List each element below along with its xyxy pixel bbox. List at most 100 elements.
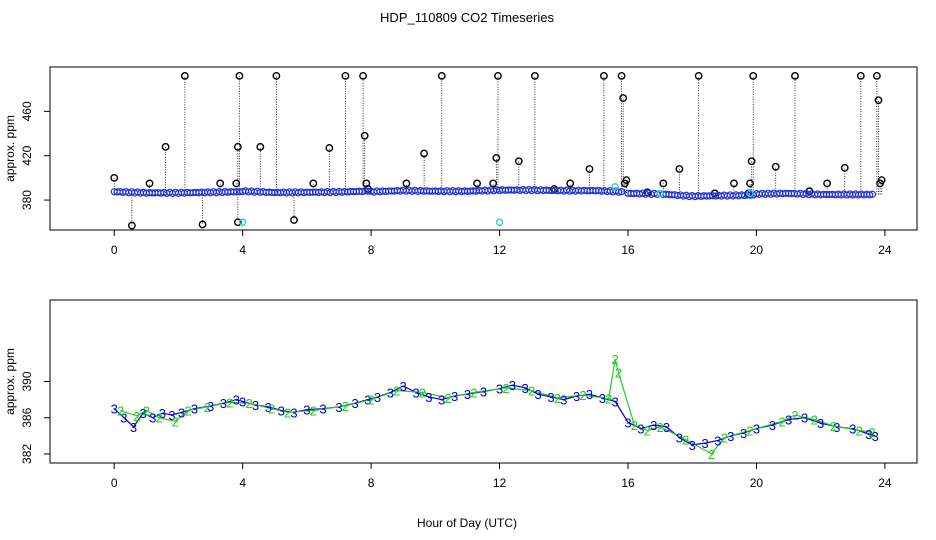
series-glyph-3: 3: [400, 379, 407, 394]
series-glyph-2: 2: [419, 385, 426, 400]
spike-point: [746, 179, 754, 188]
series-glyph-2: 2: [791, 408, 798, 423]
series-glyph-3: 3: [849, 422, 856, 437]
series-glyph-3: 3: [425, 390, 432, 405]
series-glyph-3: 3: [191, 402, 198, 417]
spike-point: [492, 154, 501, 162]
series-glyph-3: 3: [464, 387, 471, 402]
spike-point: [874, 96, 883, 105]
spike-point: [530, 71, 539, 80]
series-glyph-3: 3: [714, 433, 721, 448]
spike-point: [840, 164, 849, 172]
bottom-x-tick-label: 4: [239, 476, 246, 490]
series-glyph-2: 2: [502, 381, 509, 396]
series-glyph-3: 3: [451, 389, 458, 404]
series-glyph-3: 3: [701, 436, 708, 451]
series-glyph-3: 3: [573, 389, 580, 404]
series-glyph-3: 3: [785, 413, 792, 428]
spike-point: [494, 71, 502, 80]
series-glyph-3: 3: [278, 403, 285, 418]
spike-point: [749, 71, 758, 80]
flagged-point: [746, 189, 754, 198]
series-glyph-2: 2: [868, 425, 875, 440]
top-y-tick-label: 460: [20, 101, 34, 121]
series-glyph-2: 2: [172, 414, 179, 429]
series-glyph-2: 2: [682, 432, 689, 447]
series-glyph-3: 3: [612, 394, 619, 409]
spike-point: [309, 179, 318, 188]
spike-point: [161, 142, 170, 151]
series-glyph-3: 3: [120, 411, 127, 426]
flagged-point: [656, 189, 664, 198]
flagged-points-series: [238, 183, 754, 226]
x-axis-title: Hour of Day (UTC): [417, 516, 517, 530]
series-glyph-2: 2: [721, 431, 728, 446]
flagged-point: [611, 183, 619, 191]
series-glyph-2: 2: [470, 385, 477, 400]
top-panel: 0 4 8 12 16 20 24 380 420 460 approx. ppm: [3, 66, 918, 257]
spike-point: [730, 179, 738, 188]
series-glyph-3: 3: [753, 422, 760, 437]
spike-point: [325, 144, 334, 152]
series-glyph-2: 2: [245, 396, 252, 411]
series-glyph-3: 3: [872, 429, 879, 444]
series-glyph-3: 3: [689, 438, 696, 453]
series-glyph-2: 2: [268, 402, 275, 417]
series-glyph-3: 3: [374, 390, 381, 405]
bottom-x-axis: 0 4 8 12 16 20 24: [111, 463, 892, 490]
spike-point: [747, 157, 756, 166]
bottom-x-tick-label: 8: [368, 476, 375, 490]
series-glyph-3: 3: [387, 385, 394, 400]
spike-point: [110, 173, 119, 182]
bottom-y-axis: 382 386 390: [20, 371, 50, 464]
series-glyph-2: 2: [830, 419, 837, 434]
series-glyph-2: 2: [656, 420, 663, 435]
spike-point: [619, 94, 628, 102]
bottom-y-tick-label: 386: [20, 407, 34, 427]
series-glyph-2: 2: [856, 423, 863, 438]
baseline-point: [868, 190, 877, 198]
spike-point: [341, 71, 350, 80]
series-glyph-3: 3: [412, 385, 419, 400]
bottom-x-tick-label: 24: [878, 476, 892, 490]
spike-point: [145, 179, 154, 188]
top-x-tick-label: 12: [493, 243, 507, 257]
series-glyph-3: 3: [496, 382, 503, 397]
spike-point: [359, 71, 367, 80]
series-glyph-2: 2: [204, 400, 211, 415]
series-glyph-2: 2: [367, 393, 374, 408]
spike-point: [198, 220, 207, 229]
top-y-tick-label: 380: [20, 190, 34, 210]
spike-point: [622, 176, 631, 185]
series-glyph-2: 2: [811, 413, 818, 428]
bottom-y-tick-label: 390: [20, 371, 34, 391]
series-glyph-2: 2: [605, 392, 612, 407]
spike-point: [514, 157, 523, 166]
series-glyph-3: 3: [130, 420, 137, 435]
top-x-tick-label: 16: [621, 243, 635, 257]
series-glyph-2: 2: [143, 403, 150, 418]
series-glyph-2: 2: [184, 403, 191, 418]
series-glyph-3: 3: [319, 402, 326, 417]
series-glyph-2: 2: [644, 423, 651, 438]
spike-point: [437, 71, 446, 80]
series-glyph-2: 2: [746, 423, 753, 438]
series-glyph-2: 2: [226, 395, 233, 410]
series-glyph-3: 3: [303, 403, 310, 418]
top-y-axis-label: approx. ppm: [3, 115, 17, 182]
spike-point: [823, 179, 831, 188]
spike-point: [877, 176, 886, 185]
bottom-x-tick-label: 12: [493, 476, 507, 490]
spike-point: [256, 142, 265, 151]
spike-point: [473, 179, 481, 188]
series-glyph-3: 3: [509, 378, 516, 393]
spike-point: [659, 179, 668, 188]
top-y-axis: 380 420 460: [20, 101, 50, 210]
bottom-x-tick-label: 16: [621, 476, 635, 490]
series-glyph-3: 3: [865, 427, 872, 442]
spike-point: [402, 179, 411, 188]
series-glyph-3: 3: [265, 400, 272, 415]
series-glyph-2: 2: [445, 391, 452, 406]
series-glyph-3: 3: [727, 429, 734, 444]
